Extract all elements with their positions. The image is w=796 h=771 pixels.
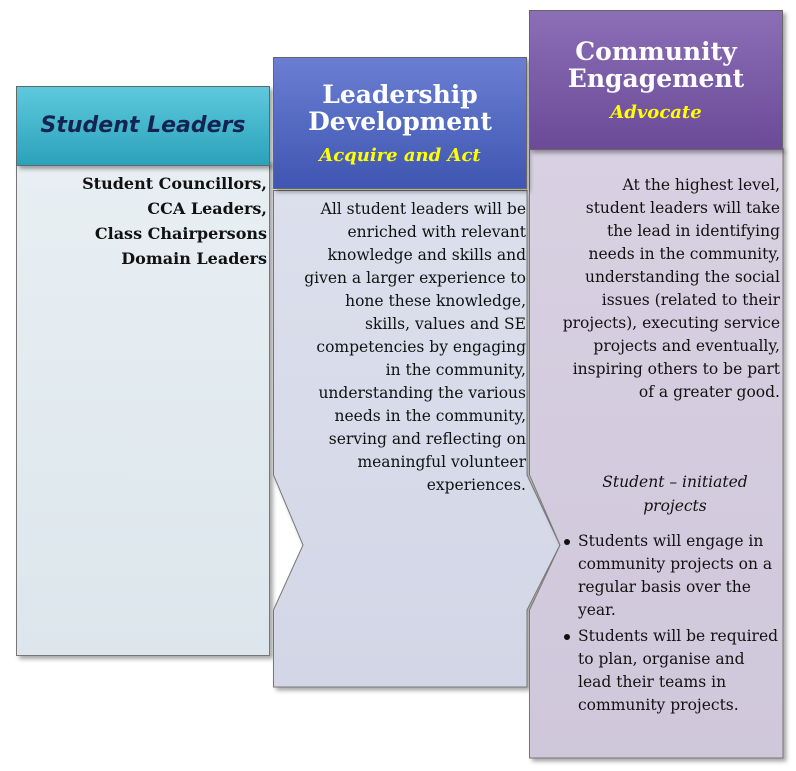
community-engagement-panel: [529, 148, 787, 762]
student-leaders-header: Student Leaders: [16, 86, 270, 166]
leadership-development-panel: [273, 190, 563, 690]
leadership-development-header: Leadership Development Acquire and Act: [273, 57, 527, 189]
leadership-development-text: All student leaders will be enriched wit…: [304, 200, 526, 494]
list-item: Students will engage in community projec…: [562, 530, 780, 622]
leadership-development-title: Leadership Development: [308, 81, 492, 135]
community-engagement-title-line1: Community: [575, 36, 737, 66]
leadership-development-title-line1: Leadership: [322, 79, 478, 109]
list-item: Student Councillors,: [82, 174, 267, 193]
leadership-development-title-line2: Development: [308, 106, 492, 136]
bullet-text: Students will be required to plan, organ…: [578, 627, 779, 714]
community-engagement-subtitle: Advocate: [610, 101, 702, 123]
community-engagement-title: Community Engagement: [568, 38, 744, 92]
student-leaders-panel: [16, 160, 270, 656]
list-item: Students will be required to plan, organ…: [562, 625, 780, 717]
student-initiated-projects-heading: Student – initiated projects: [602, 473, 748, 515]
list-item: CCA Leaders,: [147, 199, 267, 218]
community-engagement-text: At the highest level, student leaders wi…: [562, 176, 780, 401]
leadership-development-subtitle: Acquire and Act: [319, 144, 481, 166]
leadership-development-panel-shape: [273, 190, 561, 688]
bullet-icon: [564, 634, 570, 640]
community-engagement-header: Community Engagement Advocate: [529, 10, 783, 150]
list-item: Class Chairpersons: [94, 224, 267, 243]
student-leaders-title: Student Leaders: [40, 113, 246, 139]
student-leaders-list: Student Councillors, CCA Leaders, Class …: [20, 171, 267, 271]
community-engagement-title-line2: Engagement: [567, 63, 745, 93]
projects-bullet-list: Students will engage in community projec…: [562, 530, 780, 720]
student-leaders-panel-shape: [16, 160, 270, 656]
bullet-text: Students will engage in community projec…: [578, 532, 773, 619]
bullet-icon: [564, 539, 570, 545]
community-engagement-panel-shape: [529, 148, 784, 759]
list-item: Domain Leaders: [121, 249, 267, 268]
